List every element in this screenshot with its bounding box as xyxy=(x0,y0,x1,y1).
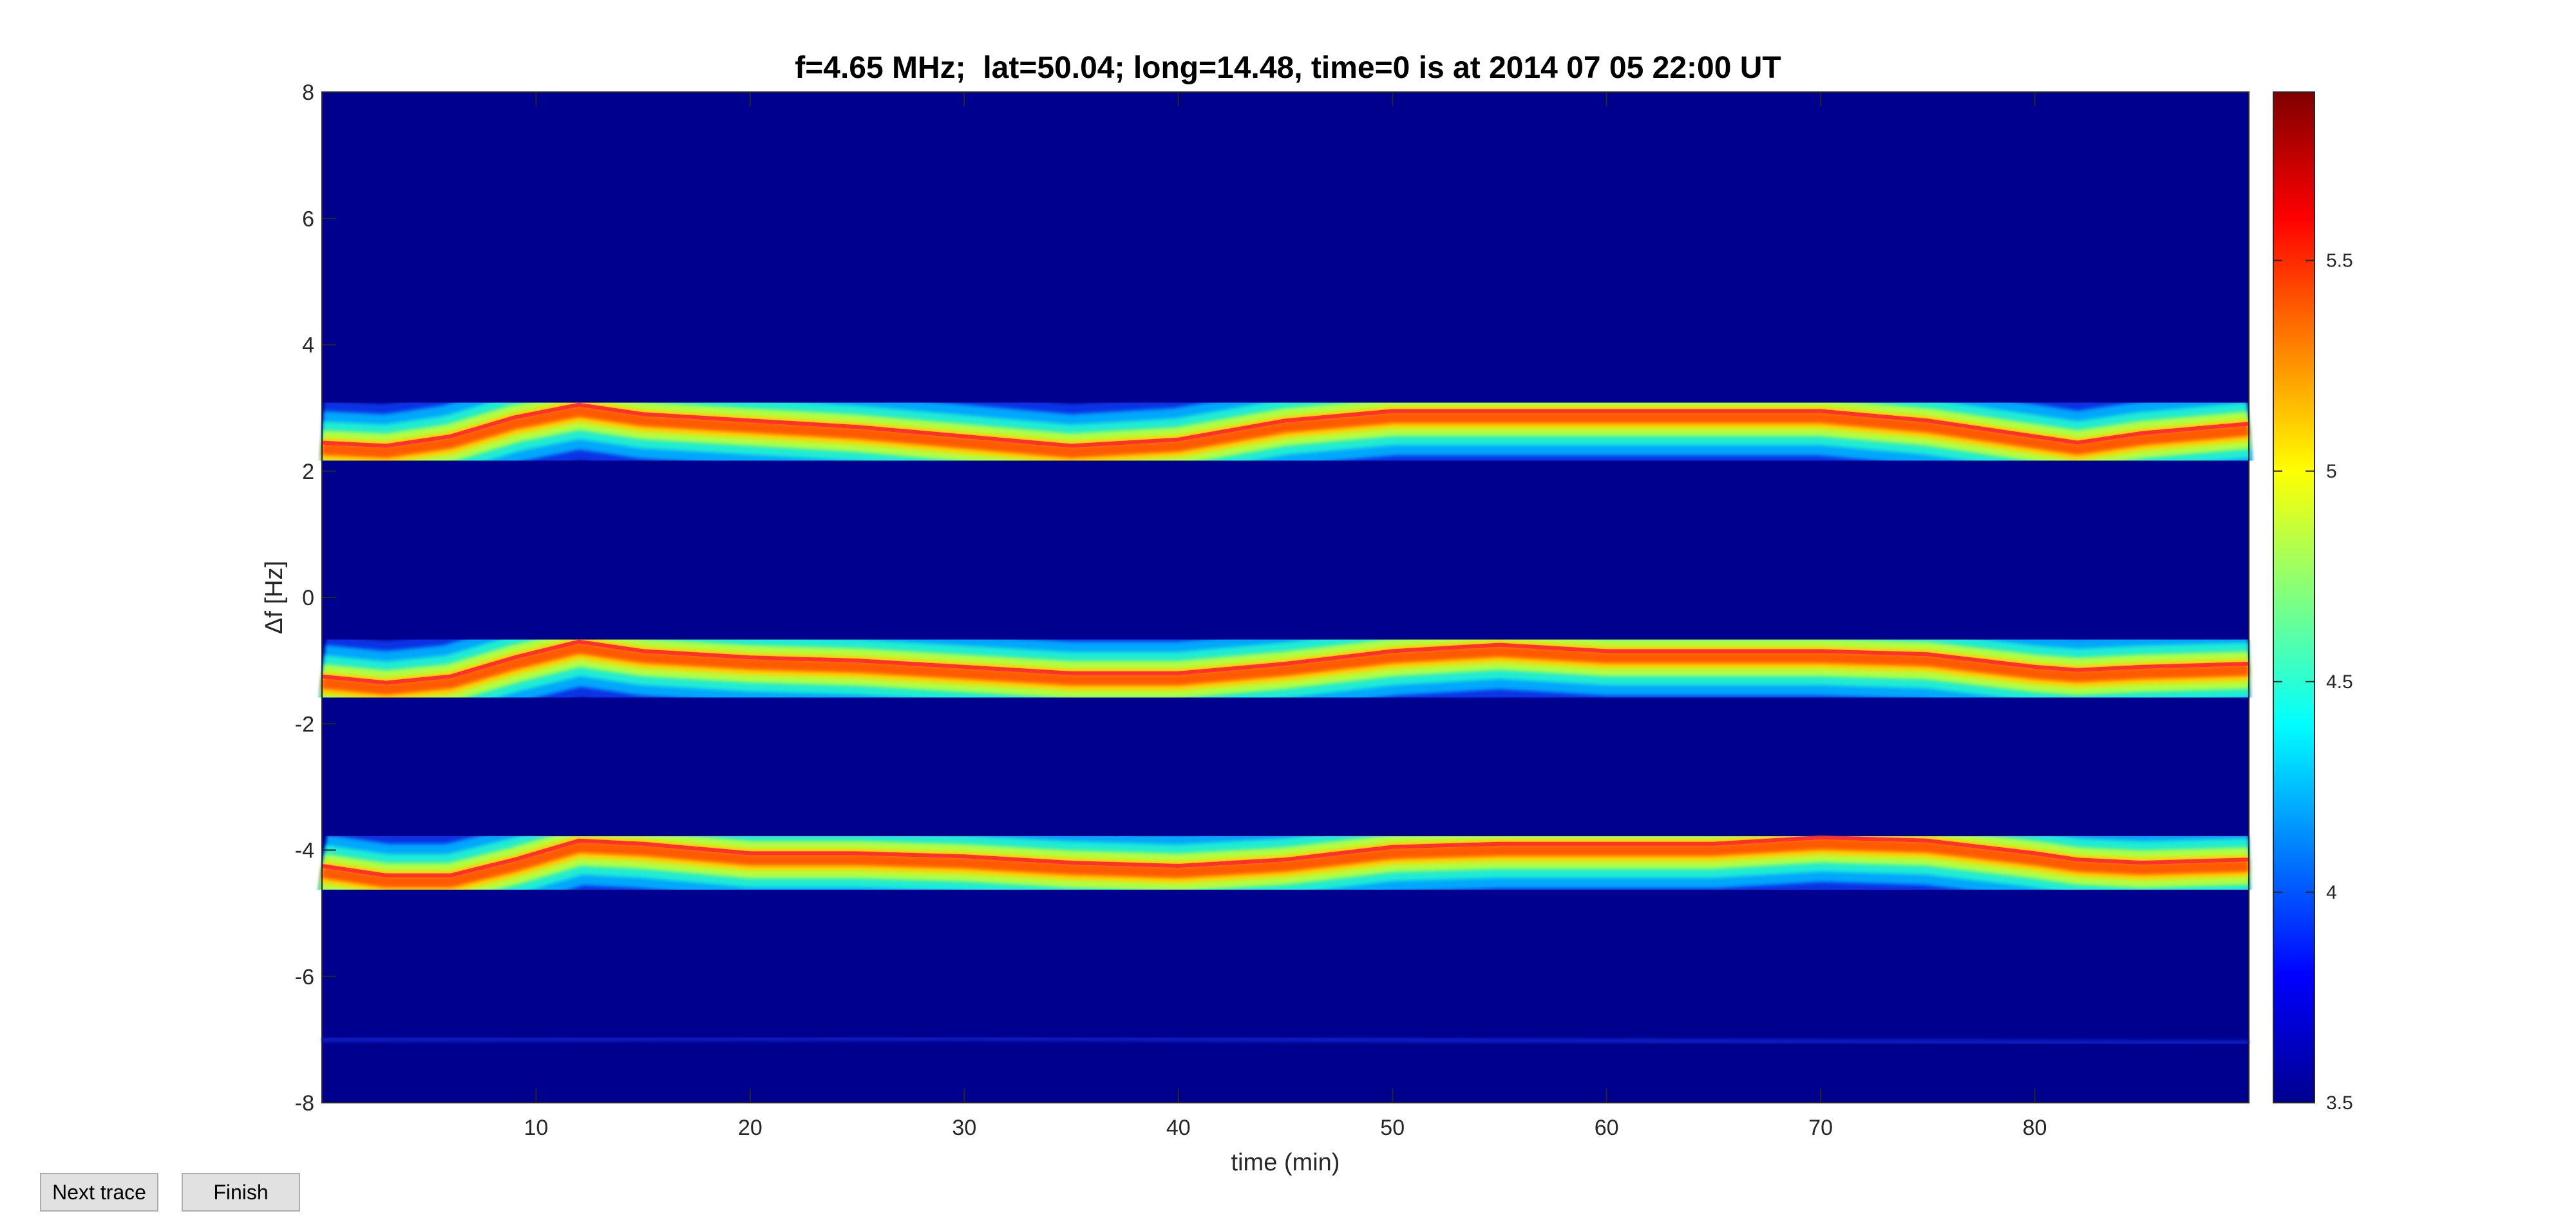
signal-band-layer xyxy=(321,642,2249,695)
colorbar xyxy=(2273,91,2315,1103)
trace-line xyxy=(321,835,2249,877)
signal-band-layer xyxy=(321,838,2249,888)
signal-bands xyxy=(314,362,2253,1045)
x-tick-label: 10 xyxy=(524,1116,549,1140)
x-tick-label: 60 xyxy=(1595,1116,1619,1140)
x-tick-label: 50 xyxy=(1380,1116,1405,1140)
x-tick-label: 80 xyxy=(2023,1116,2047,1140)
colorbar-tick-label: 5.5 xyxy=(2326,250,2353,272)
next-trace-button[interactable]: Next trace xyxy=(40,1173,158,1212)
trace-line xyxy=(321,402,2249,448)
faint-band xyxy=(321,1036,2249,1045)
x-tick-label: 30 xyxy=(952,1116,976,1140)
colorbar-tick-label: 3.5 xyxy=(2326,1092,2353,1114)
y-tick-label: -8 xyxy=(295,1091,314,1116)
colorbar-tick-label: 4.5 xyxy=(2326,671,2353,693)
y-tick-label: 6 xyxy=(302,207,314,231)
x-axis-ticks: 10 20 30 40 50 60 70 80 xyxy=(524,92,2047,1140)
y-tick-label: 8 xyxy=(302,80,314,105)
y-tick-label: -2 xyxy=(295,712,314,736)
y-tick-label: -4 xyxy=(295,839,314,863)
plot-area xyxy=(322,92,2249,1103)
trace-lines xyxy=(321,402,2249,877)
y-tick-label: 4 xyxy=(302,333,314,358)
colorbar-tick-label: 4 xyxy=(2326,882,2337,903)
finish-button[interactable]: Finish xyxy=(182,1173,300,1212)
y-tick-label: 2 xyxy=(302,460,314,484)
chart-title: f=4.65 MHz; lat=50.04; long=14.48, time=… xyxy=(795,51,1781,85)
y-axis-ticks: 8 6 4 2 0 -2 -4 -6 -8 xyxy=(295,80,336,1116)
x-axis-label: time (min) xyxy=(1231,1149,1340,1176)
signal-band-layer xyxy=(321,405,2249,458)
colorbar-tick-label: 5 xyxy=(2326,461,2337,482)
y-tick-label: -6 xyxy=(295,965,314,989)
x-tick-label: 70 xyxy=(1808,1116,1833,1140)
trace-line xyxy=(321,639,2249,685)
x-tick-label: 20 xyxy=(738,1116,762,1140)
y-tick-label: 0 xyxy=(302,586,314,610)
colorbar-ticks: 3.5 4 4.5 5 5.5 xyxy=(2273,250,2353,1114)
y-axis-label: Δf [Hz] xyxy=(261,561,288,634)
x-tick-label: 40 xyxy=(1166,1116,1191,1140)
